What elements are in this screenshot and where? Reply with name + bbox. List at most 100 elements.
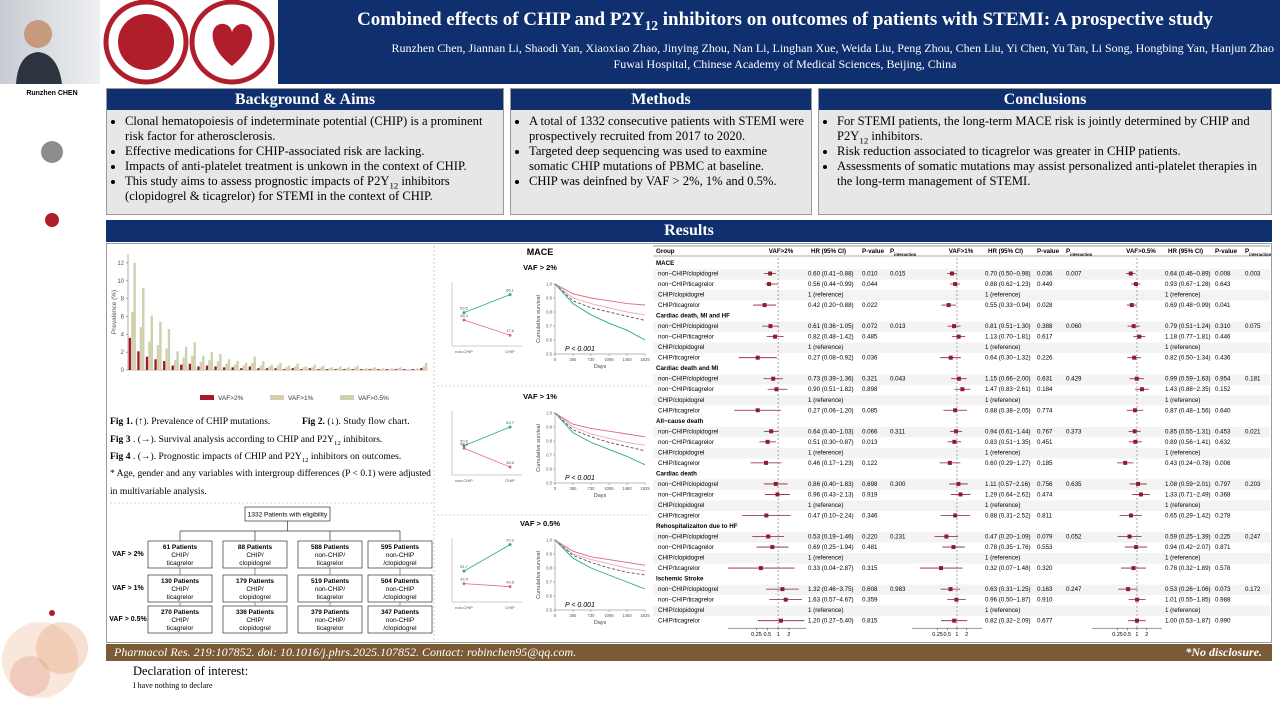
cell: 0.96 (0.43−2.13) xyxy=(808,491,854,498)
group-name: MACE xyxy=(656,260,674,267)
flow-box-text: clopidogrel xyxy=(239,594,271,601)
hr-marker xyxy=(1123,460,1128,465)
x-axis-label: Days xyxy=(594,364,607,370)
cell: 0.94 (0.42−2.07) xyxy=(1165,544,1211,551)
survival-curve xyxy=(554,412,646,438)
row-label: non−CHIP/ticagrelor xyxy=(658,281,714,288)
bar xyxy=(142,287,145,370)
x-tick-label: 1825 xyxy=(640,486,650,491)
text-run: inhibitors on outcomes. xyxy=(308,451,402,462)
hr-marker xyxy=(1134,618,1139,623)
flow-box-text: /clopidogrel xyxy=(383,594,417,601)
hr-marker xyxy=(758,566,763,571)
bar xyxy=(413,369,417,370)
y-tick-label: 0.6 xyxy=(546,338,552,343)
x-tick-label: 0.25 xyxy=(1112,632,1123,638)
decor-dot xyxy=(45,213,59,227)
hr-marker xyxy=(1138,492,1143,497)
group-name: Cardiac death and MI xyxy=(656,365,719,372)
results-heading: Results xyxy=(106,220,1272,242)
x-tick-label: CHIP xyxy=(505,349,515,354)
x-tick-label: 1095 xyxy=(604,613,614,618)
column-header: HR (95% CI) xyxy=(811,248,846,255)
hr-marker xyxy=(958,492,963,497)
y-tick-label: 0.7 xyxy=(546,580,552,585)
bar xyxy=(262,361,265,370)
bar xyxy=(253,356,256,370)
cell: 0.86 (0.40−1.83) xyxy=(808,481,854,488)
cell: 0.075 xyxy=(1245,323,1261,330)
section-heading: Conclusions xyxy=(819,89,1271,110)
cell: 0.811 xyxy=(1037,512,1053,519)
bar xyxy=(162,361,166,370)
cell: 1 (reference) xyxy=(808,344,843,351)
bar xyxy=(265,368,269,370)
hr-marker xyxy=(1132,429,1137,434)
cell: 1.20 (0.27−5.40) xyxy=(808,618,854,625)
cell: 0.78 (0.32−1.89) xyxy=(1165,565,1211,572)
cell: 0.53 (0.26−1.06) xyxy=(1165,586,1211,593)
p-value: P < 0.001 xyxy=(565,602,595,609)
cell: 1 (reference) xyxy=(808,292,843,299)
column-header: P-value xyxy=(862,248,885,255)
cell: 0.608 xyxy=(862,586,878,593)
cell: 0.013 xyxy=(890,323,906,330)
hr-marker xyxy=(1132,355,1137,360)
bar xyxy=(399,367,402,370)
hr-marker xyxy=(755,355,760,360)
bar xyxy=(382,368,385,370)
bar xyxy=(240,368,243,370)
hr-marker xyxy=(952,618,957,623)
cell: 1.29 (0.64−2.62) xyxy=(985,491,1031,498)
x-tick-label: 0.5 xyxy=(763,632,771,638)
bar xyxy=(137,351,140,370)
bar xyxy=(402,369,406,370)
flow-root: 1332 Patients with eligibility xyxy=(248,512,328,519)
flow-box xyxy=(367,540,433,569)
legend-label: VAF>0.5% xyxy=(358,395,389,402)
cell: 0.47 (0.20−1.09) xyxy=(985,534,1031,541)
cell: 0.315 xyxy=(862,565,878,572)
flow-box xyxy=(147,540,213,569)
y-tick-label: 0 xyxy=(121,368,125,374)
header-band xyxy=(278,0,1280,84)
bar xyxy=(231,367,234,370)
cell: 1.13 (0.70−1.81) xyxy=(985,334,1031,341)
cell: 0.072 xyxy=(862,323,878,330)
x-tick-label: 2 xyxy=(1145,632,1148,638)
row-label: non−CHIP/ticagrelor xyxy=(658,544,714,551)
presenter: Runzhen CHEN xyxy=(26,90,78,97)
hr-marker xyxy=(783,597,788,602)
decor-dot xyxy=(49,610,55,616)
cell: 0.247 xyxy=(1066,586,1082,593)
text-run: inhibitors. xyxy=(340,433,383,445)
bar xyxy=(291,368,294,370)
bar xyxy=(287,365,291,370)
text-run: inhibitors on outcomes of patients with … xyxy=(658,9,1213,30)
interaction-line xyxy=(463,583,511,588)
caption-text: (↓). Study flow chart. xyxy=(327,416,410,427)
flow-box-text: CHIP/ xyxy=(246,617,264,624)
conclusions-section: Conclusions For STEMI patients, the long-… xyxy=(818,88,1272,215)
cell: 0.988 xyxy=(1215,597,1231,604)
flow-box-text: 179 Patients xyxy=(236,578,274,585)
flow-box xyxy=(147,574,213,603)
data-label: 53.5 xyxy=(460,306,469,311)
bar xyxy=(319,367,323,370)
flow-box xyxy=(297,574,363,603)
cell: 0.021 xyxy=(1245,428,1261,435)
data-label: 42.9 xyxy=(460,577,469,582)
x-tick-label: 365 xyxy=(570,613,578,618)
cell: 1 (reference) xyxy=(1165,607,1200,614)
cell: 1.18 (0.77−1.81) xyxy=(1165,334,1211,341)
hr-marker xyxy=(1131,324,1136,329)
survival-curve xyxy=(554,283,646,341)
hr-marker xyxy=(775,492,780,497)
cell: 0.60 (0.41−0.88) xyxy=(808,271,854,278)
x-tick-label: 1460 xyxy=(622,613,632,618)
bar xyxy=(308,368,312,370)
flow-box-text: non-CHIP/ xyxy=(315,617,346,624)
y-tick-label: 1.0 xyxy=(546,282,552,287)
flow-box xyxy=(297,540,363,569)
cell: 0.321 xyxy=(862,376,878,383)
